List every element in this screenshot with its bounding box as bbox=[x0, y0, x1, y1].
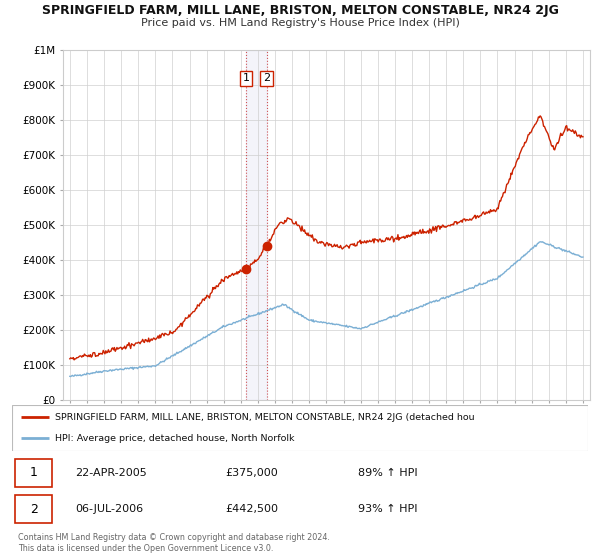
Bar bbox=[15, 495, 52, 523]
Text: £442,500: £442,500 bbox=[225, 504, 278, 514]
Text: 1: 1 bbox=[29, 466, 38, 479]
Text: 1: 1 bbox=[242, 73, 250, 83]
Bar bbox=[246, 50, 267, 400]
Text: SPRINGFIELD FARM, MILL LANE, BRISTON, MELTON CONSTABLE, NR24 2JG: SPRINGFIELD FARM, MILL LANE, BRISTON, ME… bbox=[41, 4, 559, 17]
Text: 06-JUL-2006: 06-JUL-2006 bbox=[76, 504, 143, 514]
Text: Price paid vs. HM Land Registry's House Price Index (HPI): Price paid vs. HM Land Registry's House … bbox=[140, 18, 460, 28]
Text: 89% ↑ HPI: 89% ↑ HPI bbox=[358, 468, 417, 478]
Text: HPI: Average price, detached house, North Norfolk: HPI: Average price, detached house, Nort… bbox=[55, 434, 295, 443]
Text: 93% ↑ HPI: 93% ↑ HPI bbox=[358, 504, 417, 514]
Text: Contains HM Land Registry data © Crown copyright and database right 2024.
This d: Contains HM Land Registry data © Crown c… bbox=[18, 533, 330, 553]
Text: 2: 2 bbox=[29, 503, 38, 516]
Text: 2: 2 bbox=[263, 73, 270, 83]
Bar bbox=[15, 459, 52, 487]
Text: SPRINGFIELD FARM, MILL LANE, BRISTON, MELTON CONSTABLE, NR24 2JG (detached hou: SPRINGFIELD FARM, MILL LANE, BRISTON, ME… bbox=[55, 413, 475, 422]
Text: £375,000: £375,000 bbox=[225, 468, 278, 478]
Text: 22-APR-2005: 22-APR-2005 bbox=[76, 468, 147, 478]
